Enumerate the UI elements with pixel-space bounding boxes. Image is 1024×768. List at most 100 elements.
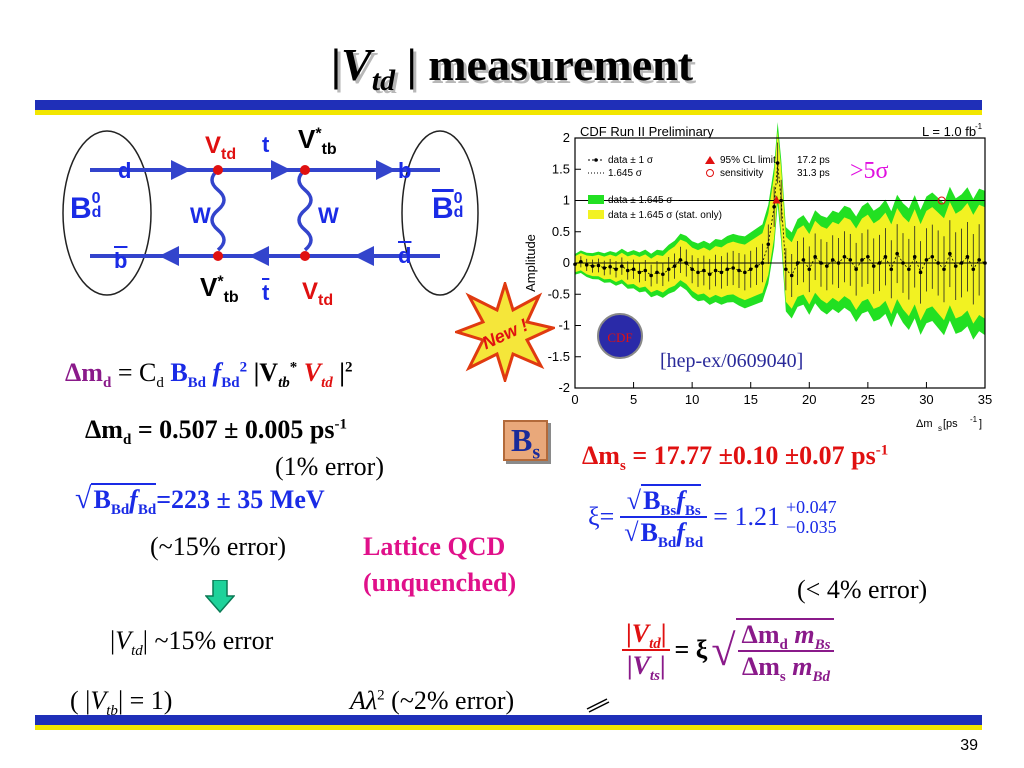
dmd-error-note: (1% error)	[275, 452, 384, 481]
vtb-bottom-label: V*tb	[200, 272, 239, 307]
legend-sens-value: 31.3 ps	[797, 168, 830, 179]
y-tick-label: -0.5	[548, 286, 570, 301]
vertex	[300, 251, 310, 261]
vtd-vts-ratio: |Vtd| |Vts| = ξ √ Δmd mBs Δms mBd	[622, 618, 835, 685]
data-point	[754, 264, 759, 268]
legend-sens-marker	[706, 169, 714, 177]
luminosity-label: L = 1.0 fb	[922, 124, 976, 139]
vtb-top-label: V*tb	[298, 124, 337, 159]
xi-formula: ξ= √BBsfBs √BBdfBd = 1.21 +0.047 −0.035	[588, 484, 837, 552]
w-label-right: W	[318, 203, 339, 228]
y-tick-label: -1	[558, 318, 570, 333]
box-diagram	[62, 130, 479, 296]
dmd-value: Δmd = 0.507 ± 0.005 ps-1	[85, 415, 347, 449]
x-tick-label: 5	[630, 392, 637, 407]
approx-equal-icon	[586, 698, 610, 713]
legend-data-dot	[594, 158, 598, 162]
cl-limit-marker	[772, 195, 781, 204]
y-tick-label: 0	[563, 255, 570, 270]
cdf-logo-text: CDF	[607, 330, 632, 345]
sensitivity-marker	[937, 196, 946, 205]
x-axis-label: Δm	[916, 418, 933, 430]
legend-data: data ± 1 σ	[608, 155, 654, 166]
legend-green-swatch	[588, 195, 604, 204]
w-boson-left	[210, 168, 226, 252]
data-point	[590, 264, 595, 268]
y-tick-label: 2	[563, 130, 570, 145]
lattice-qcd-label: Lattice QCD	[363, 532, 506, 561]
bd-meson-right	[401, 130, 479, 296]
legend-cl: 95% CL limit	[720, 155, 776, 166]
x-tick-label: 0	[571, 392, 578, 407]
slide-title: |Vtd | measurement	[330, 39, 694, 98]
lattice-unquenched-label: (unquenched)	[363, 568, 517, 597]
w-boson-right	[297, 168, 313, 252]
x-tick-label: 30	[919, 392, 933, 407]
data-point	[655, 270, 659, 275]
dms-value: Δms = 17.77 ±0.10 ±0.07 ps-1	[582, 441, 889, 475]
data-point	[637, 270, 642, 275]
bd-meson-left	[62, 130, 152, 296]
footer-divider	[35, 715, 982, 730]
vtb-note: ( |Vtb| = 1)	[70, 686, 173, 720]
vtd-bottom-label: Vtd	[302, 278, 334, 309]
d-antiquark-label: d	[398, 243, 412, 268]
legend-yellow-swatch	[588, 210, 604, 219]
vertex	[213, 165, 223, 175]
legend-cl-marker	[705, 156, 715, 164]
amplitude-chart: 0 5 10 15 20 25 30 35 -2 -1.5 -1 -0.5 0 0.5 1 1.5 2 CDF R…	[523, 122, 992, 433]
dmd-formula: Δmd = Cd BBd fBd2 |Vtb* Vtd |2	[65, 358, 353, 392]
data-point	[854, 267, 858, 272]
x-axis-unit-sup: -1	[970, 415, 978, 424]
bfbd-error-note: (~15% error)	[150, 532, 287, 561]
data-point	[772, 204, 776, 209]
new-badge: New !	[455, 282, 555, 382]
x-tick-label: 20	[802, 392, 816, 407]
down-arrow-icon	[205, 580, 235, 614]
yellow-band	[575, 131, 985, 324]
bs-label: Bs	[503, 420, 549, 462]
data-point	[918, 270, 923, 275]
y-axis-label: Amplitude	[523, 234, 538, 292]
wolfenstein-note: Aλ2 (~2% error)	[350, 686, 515, 715]
legend-sigma: 1.645 σ	[608, 168, 643, 179]
header-divider	[35, 100, 982, 115]
data-point	[614, 267, 618, 272]
y-tick-label: 0.5	[552, 224, 570, 239]
b-quark-label: b	[398, 158, 412, 183]
data-point	[883, 254, 888, 259]
vertex	[213, 251, 223, 261]
luminosity-unit-sup: -1	[975, 122, 983, 131]
legend-sens: sensitivity	[720, 168, 763, 179]
x-tick-label: 10	[685, 392, 699, 407]
x-axis-label-sub: s	[938, 424, 942, 433]
y-tick-label: -2	[558, 380, 570, 395]
legend-green: data ± 1.645 σ	[608, 195, 673, 206]
data-point	[912, 254, 917, 259]
data-point	[602, 266, 607, 270]
bfbd-value: √BBdfBd=223 ± 35 MeV	[75, 482, 325, 519]
d-quark-label: d	[118, 158, 132, 183]
data-point	[737, 268, 741, 273]
x-axis-unit: [ps	[943, 418, 958, 430]
data-point	[860, 258, 864, 262]
y-tick-label: -1.5	[548, 349, 570, 364]
data-line	[574, 162, 986, 277]
reference-label: [hep-ex/0609040]	[660, 350, 803, 372]
data-point	[948, 251, 952, 256]
significance-label: >5σ	[850, 158, 889, 184]
y-tick-label: 1	[563, 193, 570, 208]
cdf-logo	[597, 313, 643, 359]
top-quark-label: t	[262, 132, 270, 157]
data-point	[725, 267, 730, 272]
data-point	[748, 267, 753, 272]
xi-error-note: (< 4% error)	[797, 575, 928, 604]
data-point	[795, 261, 800, 265]
x-tick-label: 15	[743, 392, 757, 407]
vtd-error: |Vtd| ~15% error	[110, 626, 274, 660]
x-axis-unit-end: ]	[979, 418, 982, 430]
chart-title: CDF Run II Preliminary	[580, 124, 714, 139]
w-label-left: W	[190, 203, 211, 228]
